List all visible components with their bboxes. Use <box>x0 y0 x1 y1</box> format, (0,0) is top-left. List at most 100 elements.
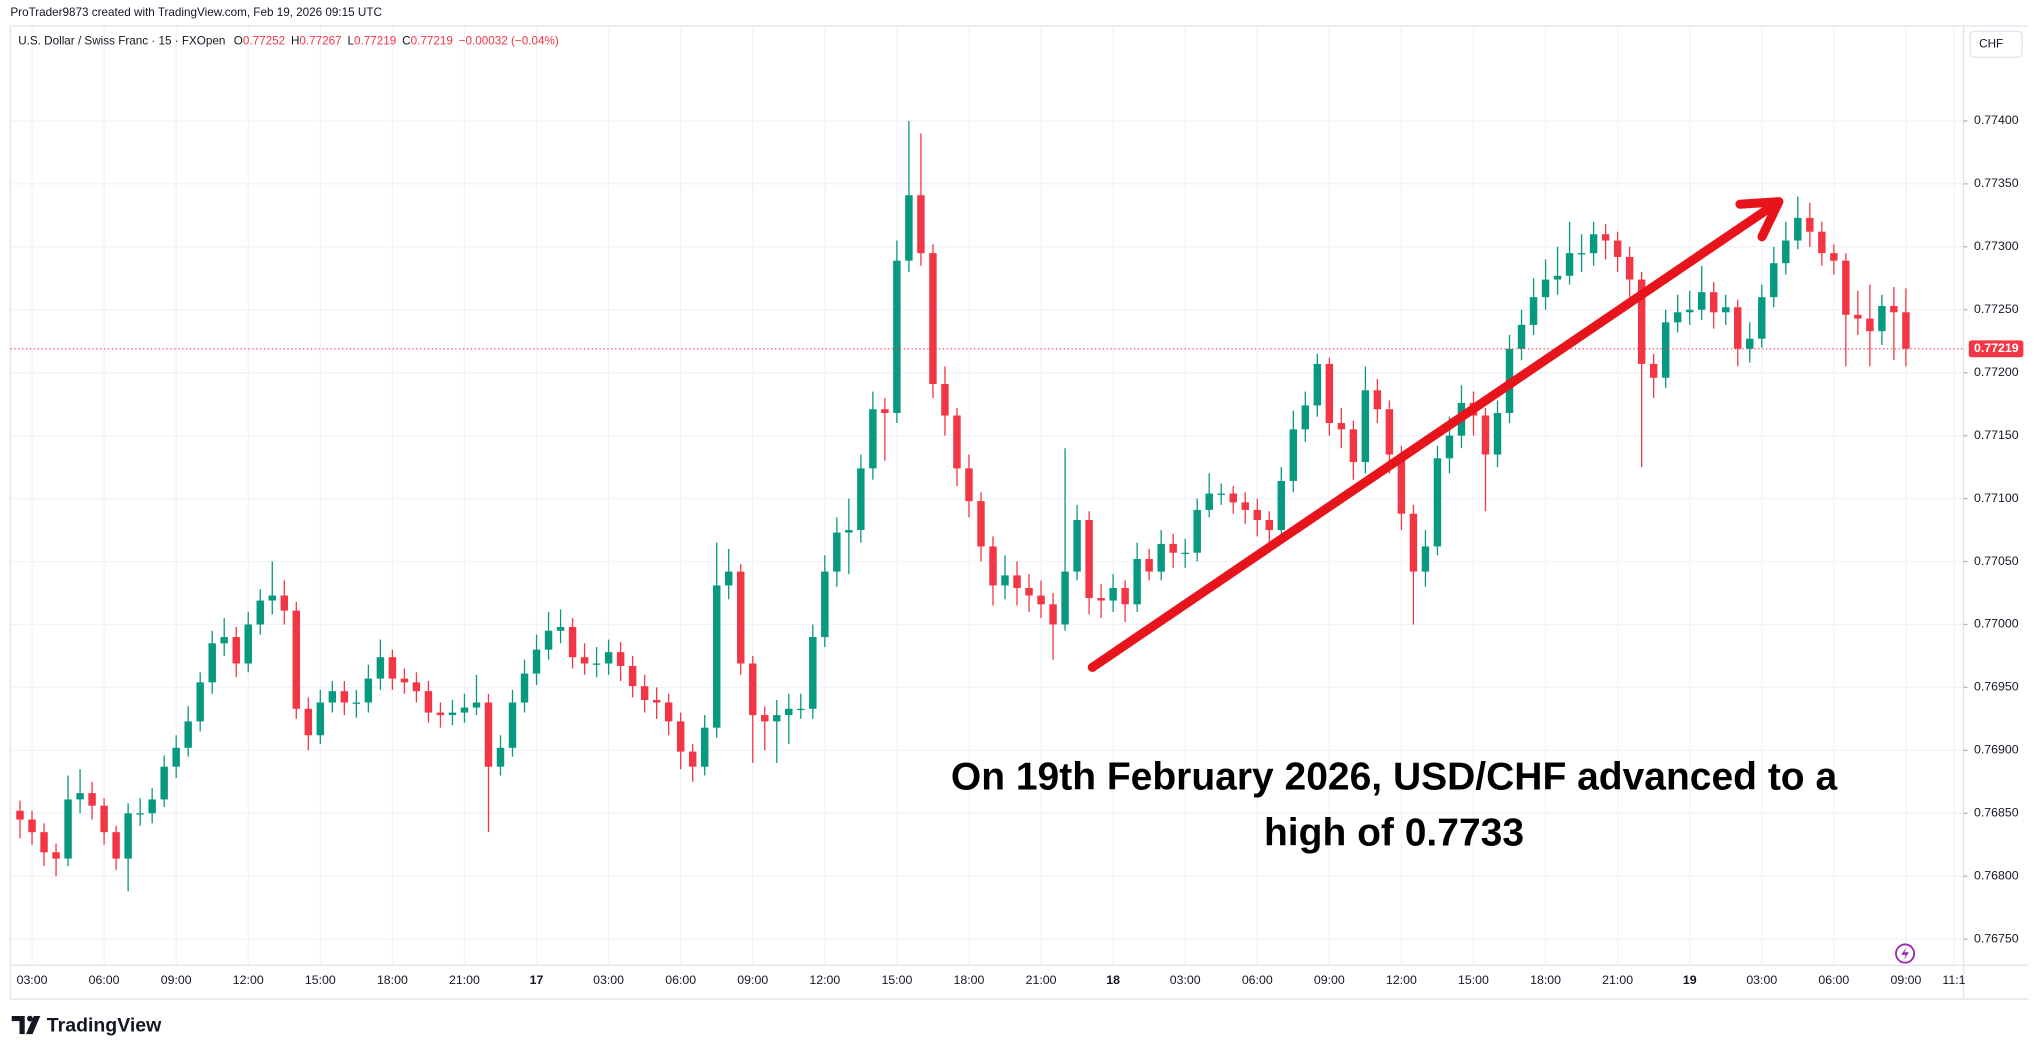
candle <box>1613 231 1622 273</box>
candle-body <box>917 195 925 254</box>
candle <box>1229 485 1237 514</box>
x-tick-label: 11:1 <box>1942 973 1965 987</box>
y-tick-label: 0.77200 <box>1974 365 2019 379</box>
arrow-head <box>1735 197 1784 242</box>
candle-body <box>640 686 649 700</box>
candle-body <box>1169 543 1177 553</box>
candle <box>1818 221 1826 266</box>
candle-body <box>1241 502 1249 510</box>
candle <box>1421 530 1430 587</box>
candle <box>40 823 48 867</box>
annotation-line: high of 0.7733 <box>1264 811 1524 854</box>
candle <box>340 681 349 716</box>
candle-body <box>1758 297 1766 339</box>
candle <box>160 755 168 807</box>
candle-body <box>1649 363 1658 378</box>
candle <box>364 664 373 713</box>
y-tick-label: 0.76900 <box>1974 743 2019 757</box>
candle-body <box>1613 240 1622 257</box>
candle <box>1121 580 1129 622</box>
candle <box>328 681 337 713</box>
candle <box>1878 294 1886 346</box>
candle-body <box>148 799 156 814</box>
candle-body <box>472 702 481 708</box>
candle-body <box>725 571 733 586</box>
candle-body <box>773 715 781 722</box>
candle-body <box>352 702 361 704</box>
candle-body <box>364 678 373 703</box>
candle <box>929 244 937 398</box>
candle-body <box>1794 217 1802 241</box>
candle <box>893 240 901 424</box>
currency-button[interactable] <box>1969 30 2023 58</box>
candle-body <box>28 819 36 833</box>
alert-icon[interactable] <box>1895 943 1916 964</box>
candle-body <box>1806 217 1814 232</box>
candle <box>700 715 709 776</box>
candle <box>172 735 180 779</box>
candle <box>544 611 553 660</box>
candle-body <box>556 626 565 631</box>
last-price-box <box>1968 340 2024 358</box>
candle <box>436 702 445 728</box>
candle <box>1481 407 1490 512</box>
candle <box>76 769 84 814</box>
candle-body <box>412 682 421 692</box>
logo: TradingView <box>11 1015 162 1037</box>
candle-body <box>376 657 385 679</box>
candle <box>304 697 313 751</box>
legend-header: U.S. Dollar / Swiss Franc · 15 · FXOpen … <box>18 35 559 48</box>
candle <box>472 674 481 716</box>
y-tick-label: 0.77000 <box>1974 617 2019 631</box>
ohlc-key: H <box>291 35 299 48</box>
candle <box>1577 234 1586 273</box>
y-tick-label: 0.77300 <box>1974 239 2019 253</box>
candle <box>256 589 264 635</box>
candle-body <box>941 384 949 416</box>
candle-body <box>712 585 721 728</box>
candle-body <box>845 530 853 533</box>
candle-body <box>592 663 601 665</box>
ohlc-value: 0.77219 <box>411 35 453 48</box>
candle <box>1373 379 1382 424</box>
candle-body <box>1025 587 1033 596</box>
candle-body <box>532 649 541 674</box>
candle <box>1517 309 1526 361</box>
candle-body <box>1301 405 1310 430</box>
candle-body <box>797 708 805 711</box>
candle-body <box>208 643 216 683</box>
candle-body <box>1685 309 1694 313</box>
candle-body <box>1325 363 1334 424</box>
candle <box>100 798 108 845</box>
candle <box>953 407 961 486</box>
candle-body <box>700 727 709 767</box>
candle-body <box>1529 297 1538 325</box>
candle <box>1649 353 1658 398</box>
candle <box>52 843 60 877</box>
candle <box>773 699 781 763</box>
candle-body <box>1313 363 1322 406</box>
candle <box>1806 202 1814 247</box>
candle-body <box>580 657 589 664</box>
candle-body <box>328 691 337 703</box>
candle <box>1902 288 1910 367</box>
candle <box>749 655 757 763</box>
candle-body <box>1493 412 1502 455</box>
candle-body <box>424 691 433 713</box>
candle-body <box>112 832 120 859</box>
candle <box>268 561 276 615</box>
symbol: U.S. Dollar / Swiss Franc · 15 · FXOpen <box>18 35 225 48</box>
candle-body <box>1097 598 1105 601</box>
candle-body <box>1277 480 1286 531</box>
candle-body <box>1013 575 1021 588</box>
candle <box>496 735 505 776</box>
candle <box>1001 555 1009 600</box>
candle-body <box>16 810 24 820</box>
currency-label[interactable]: CHF <box>1979 37 2003 50</box>
candle-body <box>1205 493 1213 510</box>
candle-body <box>857 468 865 531</box>
candle-body <box>1445 435 1454 459</box>
candle <box>520 659 529 713</box>
candle-body <box>1577 253 1586 255</box>
